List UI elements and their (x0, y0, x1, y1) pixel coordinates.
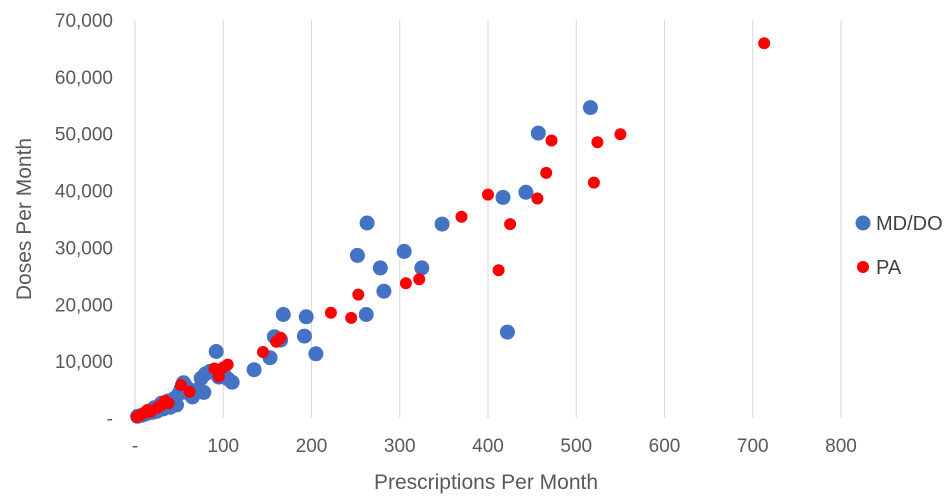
point-md-do (376, 283, 392, 299)
point-pa (221, 358, 234, 371)
point-pa (345, 311, 358, 324)
x-axis-ticks: - 100 200 300 400 500 600 700 800 (132, 436, 857, 457)
grid (134, 20, 842, 418)
x-tick-label: 100 (207, 436, 239, 457)
data-points (130, 37, 771, 424)
point-pa (504, 218, 517, 231)
y-axis-ticks: - 10,000 20,000 30,000 40,000 50,000 60,000 70,… (55, 11, 113, 430)
point-pa (212, 370, 225, 383)
point-pa (587, 176, 600, 189)
x-tick-label: 300 (384, 436, 416, 457)
y-tick-label: 20,000 (55, 295, 113, 316)
point-md-do (224, 374, 240, 390)
x-tick-label: 800 (825, 436, 857, 457)
point-pa (492, 264, 505, 277)
y-tick-label: 10,000 (55, 352, 113, 373)
point-md-do (359, 215, 375, 231)
y-tick-label: 30,000 (55, 238, 113, 259)
point-pa (413, 273, 426, 286)
x-tick-label: 400 (472, 436, 504, 457)
point-md-do (275, 307, 291, 322)
y-tick-label: 50,000 (55, 125, 113, 146)
legend-marker-md-do (855, 215, 871, 231)
point-pa (545, 134, 558, 147)
point-pa (352, 288, 365, 301)
point-md-do (196, 384, 212, 400)
x-tick-label: 500 (560, 436, 592, 457)
point-md-do (349, 247, 365, 263)
legend-label-pa: PA (876, 257, 902, 279)
x-axis-title: Prescriptions Per Month (374, 471, 598, 494)
legend-marker-pa (857, 261, 869, 273)
point-pa (399, 277, 412, 290)
point-pa (614, 128, 627, 141)
point-pa (183, 385, 196, 398)
point-md-do (358, 307, 374, 322)
x-tick-label: 600 (649, 436, 681, 457)
x-tick-label: 700 (737, 436, 769, 457)
legend: MD/DO PA (855, 213, 943, 279)
point-md-do (414, 260, 430, 276)
y-tick-label: 60,000 (55, 68, 113, 89)
point-md-do (582, 100, 598, 116)
point-pa (540, 166, 553, 179)
point-md-do (518, 184, 534, 200)
point-md-do (308, 346, 324, 362)
point-md-do (495, 189, 511, 205)
point-md-do (396, 243, 412, 259)
point-md-do (246, 362, 262, 378)
y-axis-title: Doses Per Month (13, 138, 36, 300)
point-pa (162, 397, 175, 410)
point-md-do (208, 344, 224, 359)
point-md-do (372, 260, 388, 276)
y-tick-label: 40,000 (55, 182, 113, 203)
point-pa (758, 37, 771, 50)
point-md-do (434, 216, 450, 232)
point-pa (455, 210, 468, 223)
point-pa (174, 379, 187, 391)
point-pa (531, 192, 544, 205)
y-tick-label: - (107, 409, 113, 430)
point-md-do (530, 125, 546, 141)
y-tick-label: 70,000 (55, 11, 113, 32)
legend-label-md-do: MD/DO (876, 213, 943, 235)
point-pa (324, 306, 337, 319)
point-pa (482, 188, 494, 201)
point-md-do (499, 324, 515, 340)
point-pa (274, 331, 287, 344)
point-md-do (298, 309, 314, 325)
point-pa (591, 136, 604, 149)
x-tick-label: 200 (296, 436, 328, 457)
point-md-do (296, 328, 312, 344)
x-tick-label: - (132, 436, 138, 457)
point-pa (257, 346, 269, 358)
